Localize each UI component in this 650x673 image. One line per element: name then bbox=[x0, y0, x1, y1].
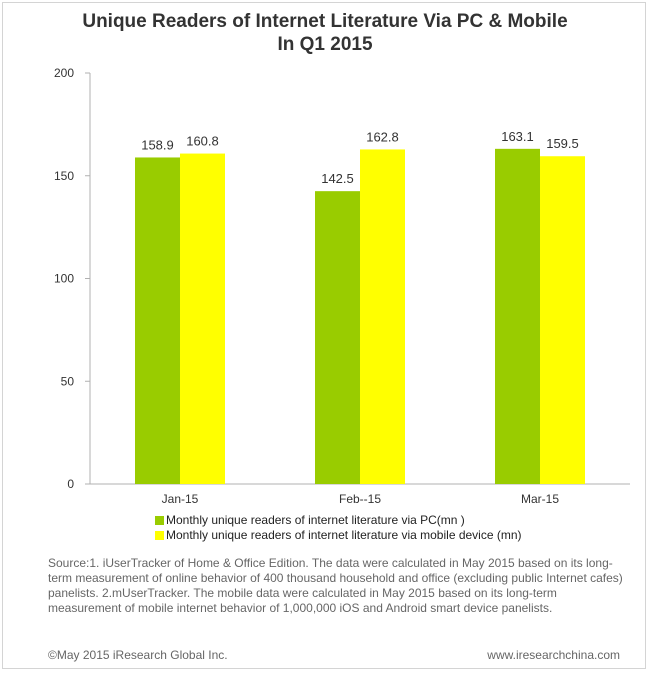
legend: Monthly unique readers of internet liter… bbox=[155, 513, 522, 543]
data-label: 142.5 bbox=[321, 171, 354, 186]
bar-pc bbox=[135, 157, 180, 484]
bar-mobile bbox=[540, 156, 585, 485]
data-label: 162.8 bbox=[366, 129, 399, 144]
legend-swatch-pc bbox=[155, 516, 164, 525]
legend-item-pc: Monthly unique readers of internet liter… bbox=[155, 513, 522, 528]
data-label: 159.5 bbox=[546, 136, 579, 151]
website-link[interactable]: www.iresearchchina.com bbox=[487, 648, 620, 662]
source-note: Source:1. iUserTracker of Home & Office … bbox=[48, 556, 623, 615]
data-label: 158.9 bbox=[141, 137, 174, 152]
bar-pc bbox=[315, 191, 360, 484]
y-tick-label: 50 bbox=[61, 374, 75, 388]
x-tick-label: Mar-15 bbox=[521, 492, 559, 506]
legend-swatch-mobile bbox=[155, 531, 164, 540]
data-label: 163.1 bbox=[501, 129, 534, 144]
copyright-text: ©May 2015 iResearch Global Inc. bbox=[48, 648, 228, 662]
chart-title: Unique Readers of Internet Literature Vi… bbox=[0, 10, 650, 56]
bar-mobile bbox=[360, 149, 405, 485]
y-tick-label: 0 bbox=[67, 477, 74, 491]
chart-title-line-1: Unique Readers of Internet Literature Vi… bbox=[82, 11, 568, 32]
legend-label-mobile: Monthly unique readers of internet liter… bbox=[166, 528, 522, 542]
bar-mobile bbox=[180, 153, 225, 484]
x-tick-label: Feb--15 bbox=[339, 492, 381, 506]
data-label: 160.8 bbox=[186, 134, 219, 149]
legend-label-pc: Monthly unique readers of internet liter… bbox=[166, 513, 465, 527]
chart-title-line-2: In Q1 2015 bbox=[277, 34, 373, 55]
bar-pc bbox=[495, 148, 540, 484]
y-tick-label: 100 bbox=[54, 272, 74, 286]
legend-item-mobile: Monthly unique readers of internet liter… bbox=[155, 528, 522, 543]
y-tick-label: 200 bbox=[54, 66, 74, 80]
y-tick-label: 150 bbox=[54, 169, 74, 183]
x-tick-label: Jan-15 bbox=[162, 492, 199, 506]
